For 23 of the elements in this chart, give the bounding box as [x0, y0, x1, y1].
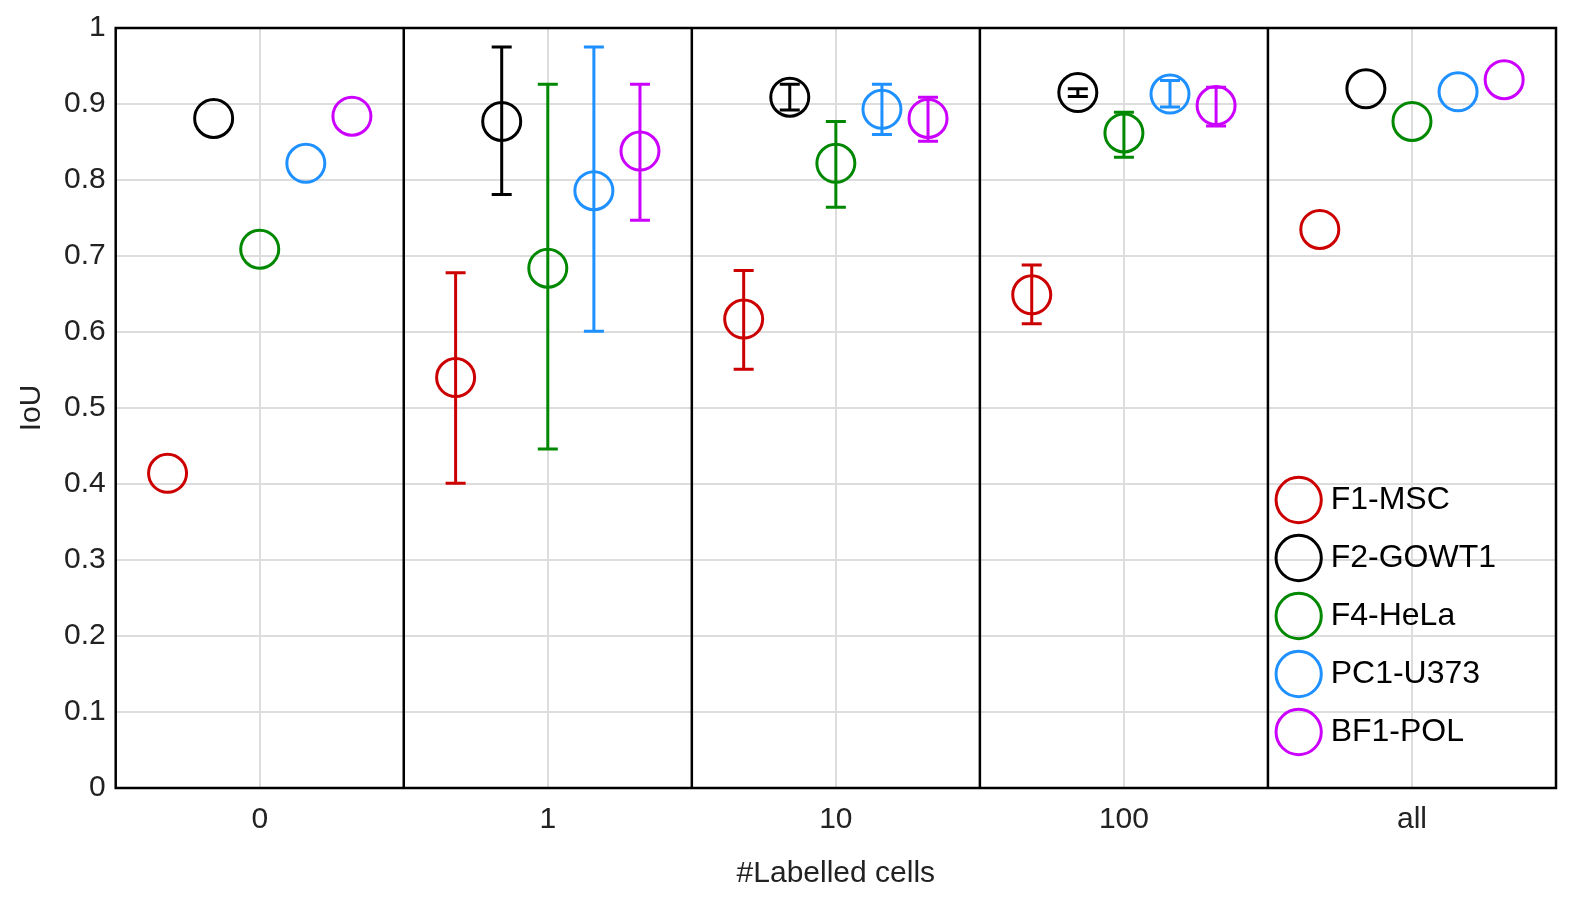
x-tick-label: 100 [1098, 801, 1149, 835]
y-tick-label: 0.8 [63, 161, 106, 195]
y-tick-label: 0 [89, 769, 106, 803]
y-tick-label: 0.1 [63, 693, 106, 727]
x-axis-title: #Labelled cells [736, 855, 936, 889]
legend-label: PC1-U373 [1330, 653, 1481, 690]
y-tick-label: 0.9 [63, 85, 106, 119]
legend-label: BF1-POL [1330, 711, 1465, 748]
y-tick-label: 0.5 [63, 389, 106, 423]
y-tick-label: 1 [89, 9, 106, 43]
y-tick-label: 0.7 [63, 237, 106, 271]
legend-label: F4-HeLa [1330, 595, 1456, 632]
y-axis-title: IoU [13, 384, 47, 432]
y-tick-label: 0.4 [63, 465, 106, 499]
legend-label: F1-MSC [1330, 479, 1450, 516]
legend-label: F2-GOWT1 [1330, 537, 1496, 574]
y-tick-label: 0.6 [63, 313, 106, 347]
x-tick-label: all [1396, 801, 1427, 835]
y-tick-label: 0.2 [63, 617, 106, 651]
y-tick-label: 0.3 [63, 541, 106, 575]
x-tick-label: 1 [539, 801, 557, 835]
x-tick-label: 10 [819, 801, 853, 835]
x-tick-label: 0 [251, 801, 269, 835]
